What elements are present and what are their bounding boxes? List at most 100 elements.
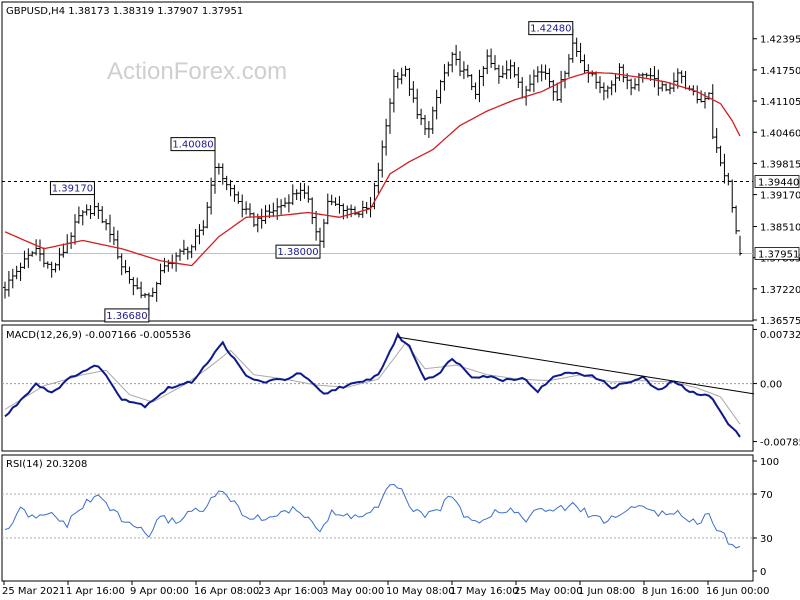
price-bar (220, 163, 225, 185)
price-bar (216, 163, 221, 175)
price-bar (598, 76, 602, 94)
price-bar (119, 253, 124, 276)
price-bar (454, 44, 459, 66)
price-annotation: 1.40080 (170, 137, 216, 152)
price-bar (601, 82, 606, 101)
price-bar (310, 197, 315, 225)
price-bar (135, 277, 140, 290)
price-bar (450, 51, 455, 73)
price-bar (644, 72, 649, 78)
price-annotation: 1.39170 (49, 181, 95, 196)
price-bar (738, 230, 742, 256)
rsi-header: RSI(14) 20.3208 (6, 459, 87, 470)
price-bar (679, 70, 684, 84)
price-bar (629, 78, 634, 96)
price-bar (34, 239, 39, 256)
time-tick-label: 1 Jun 08:00 (578, 586, 635, 597)
price-bar (139, 281, 144, 299)
price-bar (321, 218, 326, 248)
price-bar (609, 80, 614, 96)
time-tick-label: 10 May 08:00 (386, 586, 455, 597)
price-bar (477, 69, 482, 103)
macd-tick-label: -0.007856 (760, 438, 800, 449)
price-bar (399, 67, 404, 85)
price-bar (84, 204, 89, 216)
rsi-line (4, 483, 741, 549)
price-bar (613, 74, 618, 93)
price-bar (228, 179, 233, 197)
price-hline-layer (2, 181, 753, 255)
price-bar (376, 162, 381, 194)
price-bar (656, 69, 661, 96)
price-tick-label: 1.38510 (760, 222, 800, 233)
price-bar (446, 61, 451, 77)
price-bar (236, 191, 241, 204)
macd-panel-frame (1, 324, 754, 452)
price-bar (411, 81, 416, 103)
price-bar (283, 197, 287, 208)
rsi-axis-layer: 100 70 30 0 (753, 457, 779, 578)
price-bar (407, 67, 412, 96)
annotation-label: 1.36680 (106, 311, 147, 322)
price-bar (500, 65, 505, 79)
price-bar (353, 206, 357, 216)
price-bar (574, 37, 579, 57)
price-bar (131, 277, 136, 296)
price-bar (259, 208, 264, 229)
price-bar (158, 263, 163, 285)
price-bar (333, 197, 338, 206)
price-annotation: 1.36680 (104, 308, 150, 323)
price-bar (384, 118, 389, 156)
price-bar (582, 54, 587, 74)
rsi-tick-label: 70 (760, 490, 773, 501)
price-bar (92, 194, 97, 216)
price-bar (213, 150, 217, 194)
price-bar (726, 172, 731, 186)
price-bar (458, 51, 462, 77)
price-tick-label: 1.41750 (760, 66, 800, 77)
watermark-text: ActionForex.com (107, 58, 287, 85)
price-bar (539, 64, 544, 82)
price-bar (594, 71, 599, 89)
price-header: GBPUSD,H4 1.38173 1.38319 1.37907 1.3795… (6, 6, 243, 17)
price-tick-label: 1.39815 (760, 159, 800, 170)
macd-header: MACD(12,26,9) -0.007166 -0.005536 (6, 330, 191, 341)
price-bar (96, 202, 101, 219)
price-bar (189, 244, 194, 259)
price-bar (493, 55, 497, 71)
price-bar (45, 261, 50, 269)
time-tick-label: 16 Jun 00:00 (706, 586, 770, 597)
price-bar (504, 60, 509, 80)
price-bar (434, 89, 439, 120)
price-bar (298, 182, 303, 201)
price-bar (76, 206, 81, 224)
price-bar (652, 66, 657, 88)
time-tick-label: 16 Apr 08:00 (194, 586, 259, 597)
price-bar (244, 201, 249, 215)
price-bar (232, 184, 237, 202)
price-bar (115, 230, 120, 260)
price-bar (481, 65, 486, 87)
price-bar (535, 66, 540, 83)
price-bars-layer (3, 34, 742, 315)
price-bar (154, 281, 159, 302)
rsi-tick-label: 100 (760, 457, 779, 468)
price-bar (18, 262, 23, 281)
price-bar (3, 281, 7, 299)
price-ma-layer (4, 71, 741, 267)
price-bar (469, 74, 474, 91)
price-bar (555, 82, 560, 102)
price-annotation: 1.38000 (275, 244, 321, 259)
price-bar (710, 84, 715, 140)
price-bar (329, 194, 334, 206)
price-bar (633, 78, 637, 90)
price-bar (671, 72, 676, 92)
price-bar (294, 189, 299, 201)
price-bar (290, 184, 295, 206)
price-bar (516, 66, 521, 88)
rsi-tick-label: 0 (760, 567, 766, 578)
price-bar (718, 145, 723, 167)
rsi-panel-frame (1, 454, 754, 582)
price-bar (10, 268, 15, 289)
